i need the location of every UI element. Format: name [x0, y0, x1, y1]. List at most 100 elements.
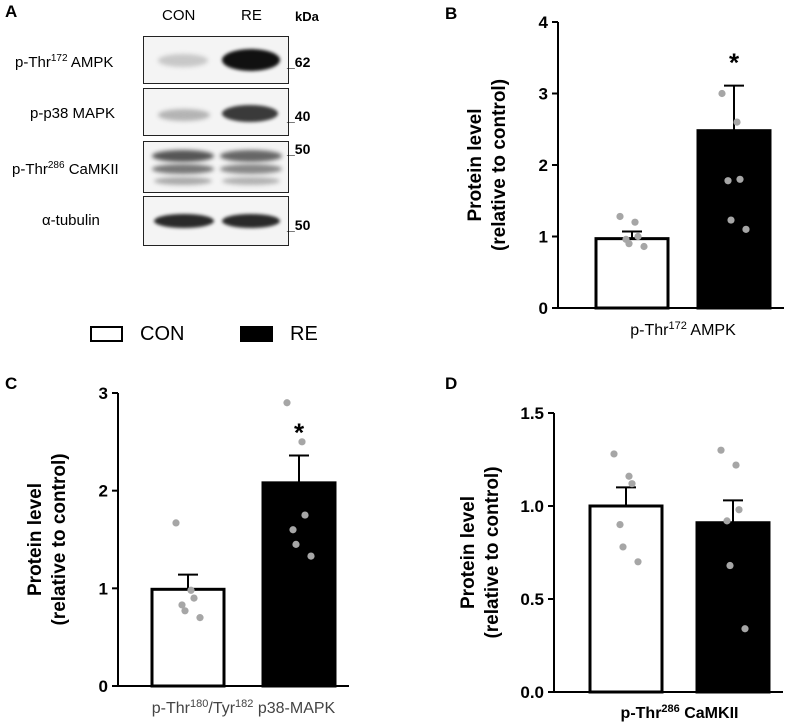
data-point	[172, 519, 180, 527]
kda-p38: _40	[287, 108, 311, 124]
bar-con	[150, 587, 226, 688]
y-axis-label-line2: (relative to control)	[49, 453, 70, 625]
y-tick-label: 1.5	[520, 404, 544, 423]
data-point	[726, 561, 734, 570]
data-point	[733, 118, 741, 126]
y-axis-label-line1: Protein level	[25, 483, 46, 596]
legend-label-con: CON	[140, 323, 185, 345]
y-tick-label: 1.0	[520, 497, 544, 516]
data-point	[196, 614, 204, 622]
y-tick-label: 3	[539, 85, 548, 104]
y-axis-label-line1: Protein level	[458, 496, 479, 609]
blot-strip-tubulin	[143, 196, 289, 246]
data-point	[298, 438, 306, 446]
y-axis-label-line2: (relative to control)	[482, 466, 503, 638]
panel-c-letter: C	[5, 374, 18, 393]
data-point	[625, 240, 633, 248]
y-axis-label-line2: (relative to control)	[489, 79, 510, 251]
data-point	[619, 543, 627, 551]
band-re-camkii-lower	[222, 177, 280, 185]
y-tick-label: 4	[539, 13, 549, 32]
panel-d-letter: D	[445, 374, 458, 393]
legend-swatch-con	[90, 326, 123, 342]
data-point	[741, 625, 749, 633]
y-tick-label: 2	[99, 482, 108, 501]
data-point	[178, 601, 186, 609]
blot-label-tubulin: α-tubulin	[42, 212, 100, 229]
blot-strip-p38	[143, 88, 289, 136]
y-tick-label: 2	[539, 156, 548, 175]
data-point	[727, 216, 735, 224]
significance-star: *	[729, 48, 740, 78]
data-point	[616, 521, 624, 529]
kda-header: kDa	[295, 9, 319, 24]
bar-con	[588, 504, 664, 694]
blot-strip-camkii	[143, 141, 289, 193]
band-con-tubulin	[154, 214, 214, 228]
band-re-p38	[222, 105, 278, 122]
data-point	[292, 540, 300, 548]
y-tick-label: 0.0	[520, 683, 544, 702]
data-point	[634, 558, 642, 566]
x-axis-label: p-Thr172 AMPK	[630, 320, 736, 339]
data-point	[640, 242, 648, 251]
x-axis-label: p-Thr286 CaMKII	[621, 703, 739, 722]
panel-a-letter: A	[5, 2, 18, 21]
band-re-camkii-upper	[220, 150, 282, 162]
data-point	[628, 480, 636, 488]
kda-ampk: _62	[287, 54, 311, 70]
data-point	[187, 586, 195, 594]
blot-label-camkii: p-Thr286 CaMKII	[12, 160, 119, 178]
data-point	[307, 552, 315, 560]
blot-label-ampk: p-Thr172 AMPK	[15, 53, 114, 71]
band-re-camkii-mid	[220, 164, 282, 174]
chart-b: 0 1 2 3 4 * p-Thr172 AMPK Protein level (relativ…	[465, 13, 784, 339]
x-axis-label: p-Thr180/Tyr182 p38-MAPK	[152, 698, 336, 717]
data-point	[190, 594, 198, 602]
data-point	[717, 446, 725, 454]
blot-column-con: CON	[162, 7, 196, 24]
data-point	[735, 506, 743, 514]
legend-swatch-re	[240, 326, 273, 342]
bar-re	[261, 481, 337, 688]
data-point	[724, 177, 732, 185]
data-point	[634, 232, 642, 241]
data-point	[723, 517, 731, 525]
data-point	[742, 225, 750, 233]
y-tick-label: 1	[539, 228, 548, 247]
bar-con	[594, 237, 670, 310]
kda-camkii: _50	[287, 141, 311, 157]
kda-tubulin: _50	[287, 217, 311, 233]
band-con-ampk	[158, 54, 208, 67]
y-tick-label: 1	[99, 579, 108, 598]
data-point	[283, 399, 291, 407]
blot-strip-ampk	[143, 36, 289, 84]
chart-d: 0.0 0.5 1.0 1.5 p-Thr286 CaMKII Protein level…	[458, 404, 783, 722]
data-point	[289, 526, 297, 534]
band-re-tubulin	[222, 214, 280, 228]
data-point	[732, 461, 740, 469]
data-point	[736, 175, 744, 183]
y-tick-label: 3	[99, 384, 108, 403]
y-tick-label: 0	[539, 299, 548, 318]
data-point	[181, 607, 189, 615]
blot-label-p38: p-p38 MAPK	[30, 105, 116, 122]
blot-column-re: RE	[241, 7, 262, 24]
significance-star: *	[294, 418, 305, 448]
y-tick-label: 0.5	[520, 590, 544, 609]
bar-re	[695, 521, 771, 694]
y-tick-label: 0	[99, 677, 108, 696]
band-con-camkii-mid	[152, 164, 214, 174]
data-point	[631, 218, 639, 226]
band-re-ampk	[222, 49, 280, 71]
data-point	[718, 89, 726, 98]
band-con-camkii-lower	[154, 177, 212, 185]
panel-b-letter: B	[445, 4, 458, 23]
band-con-camkii-upper	[152, 150, 214, 162]
legend-label-re: RE	[290, 323, 318, 345]
data-point	[610, 450, 618, 458]
chart-c: 0 1 2 3 * p-Thr180/Tyr182 p38-MAPK Protein lev…	[25, 384, 349, 717]
data-point	[616, 212, 624, 221]
band-con-p38	[158, 109, 210, 121]
